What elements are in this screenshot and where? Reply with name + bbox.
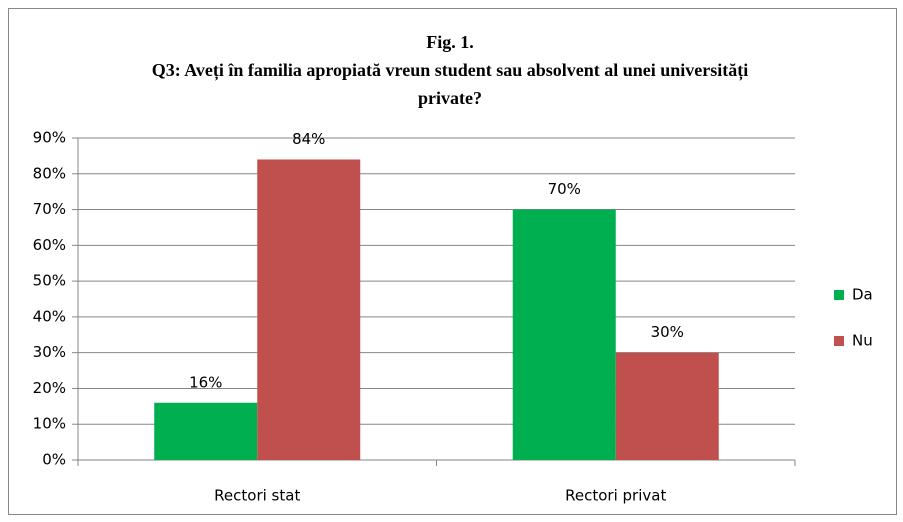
chart-title: Fig. 1. bbox=[426, 32, 474, 52]
data-label: 16% bbox=[189, 373, 222, 391]
y-tick-label: 20% bbox=[33, 379, 66, 397]
legend-swatch bbox=[834, 336, 844, 346]
bar bbox=[257, 159, 361, 460]
y-tick-label: 50% bbox=[33, 272, 66, 290]
x-tick-label: Rectori stat bbox=[214, 487, 300, 505]
y-tick-label: 40% bbox=[33, 307, 66, 325]
bar bbox=[512, 209, 616, 460]
bar bbox=[154, 402, 258, 460]
data-label: 84% bbox=[292, 130, 325, 148]
x-tick-label: Rectori privat bbox=[565, 487, 666, 505]
chart-frame bbox=[8, 8, 897, 515]
legend-label: Nu bbox=[852, 332, 873, 350]
data-label: 70% bbox=[548, 180, 581, 198]
y-tick-label: 0% bbox=[42, 451, 66, 469]
data-label: 30% bbox=[651, 323, 684, 341]
legend-label: Da bbox=[852, 286, 873, 304]
bar bbox=[615, 352, 719, 460]
y-tick-label: 70% bbox=[33, 200, 66, 218]
y-tick-label: 80% bbox=[33, 164, 66, 182]
legend-swatch bbox=[834, 290, 844, 300]
y-tick-label: 10% bbox=[33, 415, 66, 433]
y-tick-label: 60% bbox=[33, 236, 66, 254]
titles: Fig. 1. Q3: Aveți în familia apropiată v… bbox=[140, 28, 760, 112]
chart-subtitle: Q3: Aveți în familia apropiată vreun stu… bbox=[151, 60, 749, 108]
y-tick-label: 30% bbox=[33, 343, 66, 361]
y-tick-label: 90% bbox=[33, 129, 66, 147]
